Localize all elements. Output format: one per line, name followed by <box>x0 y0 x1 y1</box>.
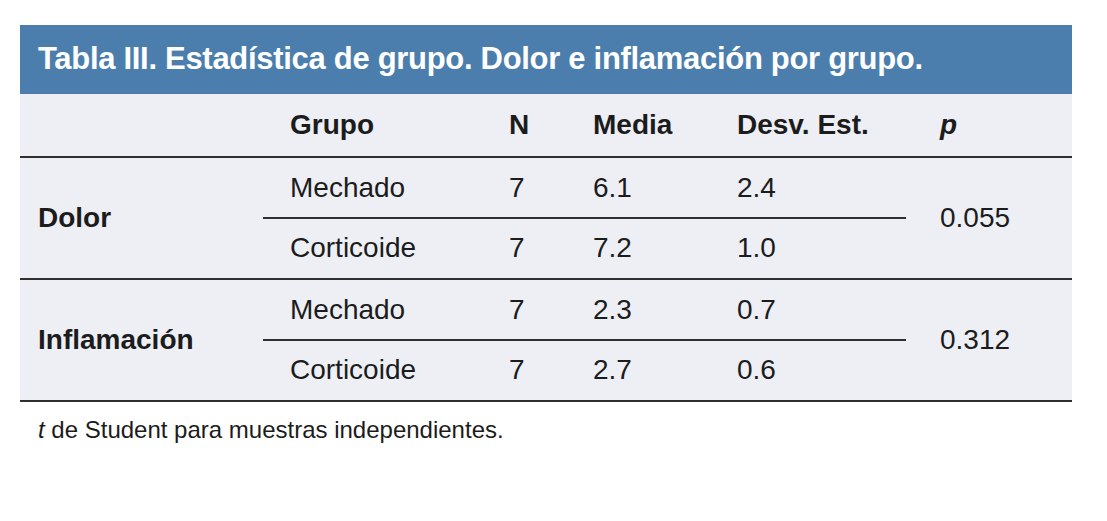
cell-desv: 1.0 <box>737 218 940 278</box>
row-label-dolor: Dolor <box>20 158 290 278</box>
cell-media: 7.2 <box>593 218 737 278</box>
subrow-divider <box>263 217 906 219</box>
cell-desv: 2.4 <box>737 158 940 218</box>
header-cell-media: Media <box>593 94 737 156</box>
cell-media: 2.3 <box>593 280 737 340</box>
table-title: Tabla III. Estadística de grupo. Dolor e… <box>20 25 1072 94</box>
section-inflamacion: Inflamación Mechado 7 2.3 0.7 0.312 Cort… <box>20 278 1072 400</box>
subrow-divider <box>263 339 906 341</box>
table-footnote: t de Student para muestras independiente… <box>20 402 1072 444</box>
cell-p-value-dolor: 0.055 <box>940 158 1072 278</box>
row-label-inflamacion: Inflamación <box>20 280 290 400</box>
cell-n: 7 <box>509 340 593 400</box>
cell-grupo: Corticoide <box>290 340 509 400</box>
cell-p-value-inflamacion: 0.312 <box>940 280 1072 400</box>
header-cell-empty <box>20 94 290 156</box>
footnote-text: de Student para muestras independientes. <box>45 416 504 443</box>
cell-desv: 0.7 <box>737 280 940 340</box>
cell-n: 7 <box>509 280 593 340</box>
footnote-t-symbol: t <box>38 416 45 443</box>
section-dolor: Dolor Mechado 7 6.1 2.4 0.055 Corticoide… <box>20 156 1072 278</box>
header-cell-desv-est: Desv. Est. <box>737 94 940 156</box>
header-cell-p: p <box>940 94 1072 156</box>
cell-grupo: Mechado <box>290 158 509 218</box>
cell-grupo: Corticoide <box>290 218 509 278</box>
cell-desv: 0.6 <box>737 340 940 400</box>
header-cell-grupo: Grupo <box>290 94 509 156</box>
table-body: Grupo N Media Desv. Est. p Dolor Mechado… <box>20 94 1072 402</box>
page: Tabla III. Estadística de grupo. Dolor e… <box>0 0 1107 521</box>
cell-media: 2.7 <box>593 340 737 400</box>
cell-media: 6.1 <box>593 158 737 218</box>
statistics-table: Tabla III. Estadística de grupo. Dolor e… <box>20 25 1072 444</box>
cell-grupo: Mechado <box>290 280 509 340</box>
table-header-row: Grupo N Media Desv. Est. p <box>20 94 1072 156</box>
cell-n: 7 <box>509 218 593 278</box>
header-cell-n: N <box>509 94 593 156</box>
cell-n: 7 <box>509 158 593 218</box>
